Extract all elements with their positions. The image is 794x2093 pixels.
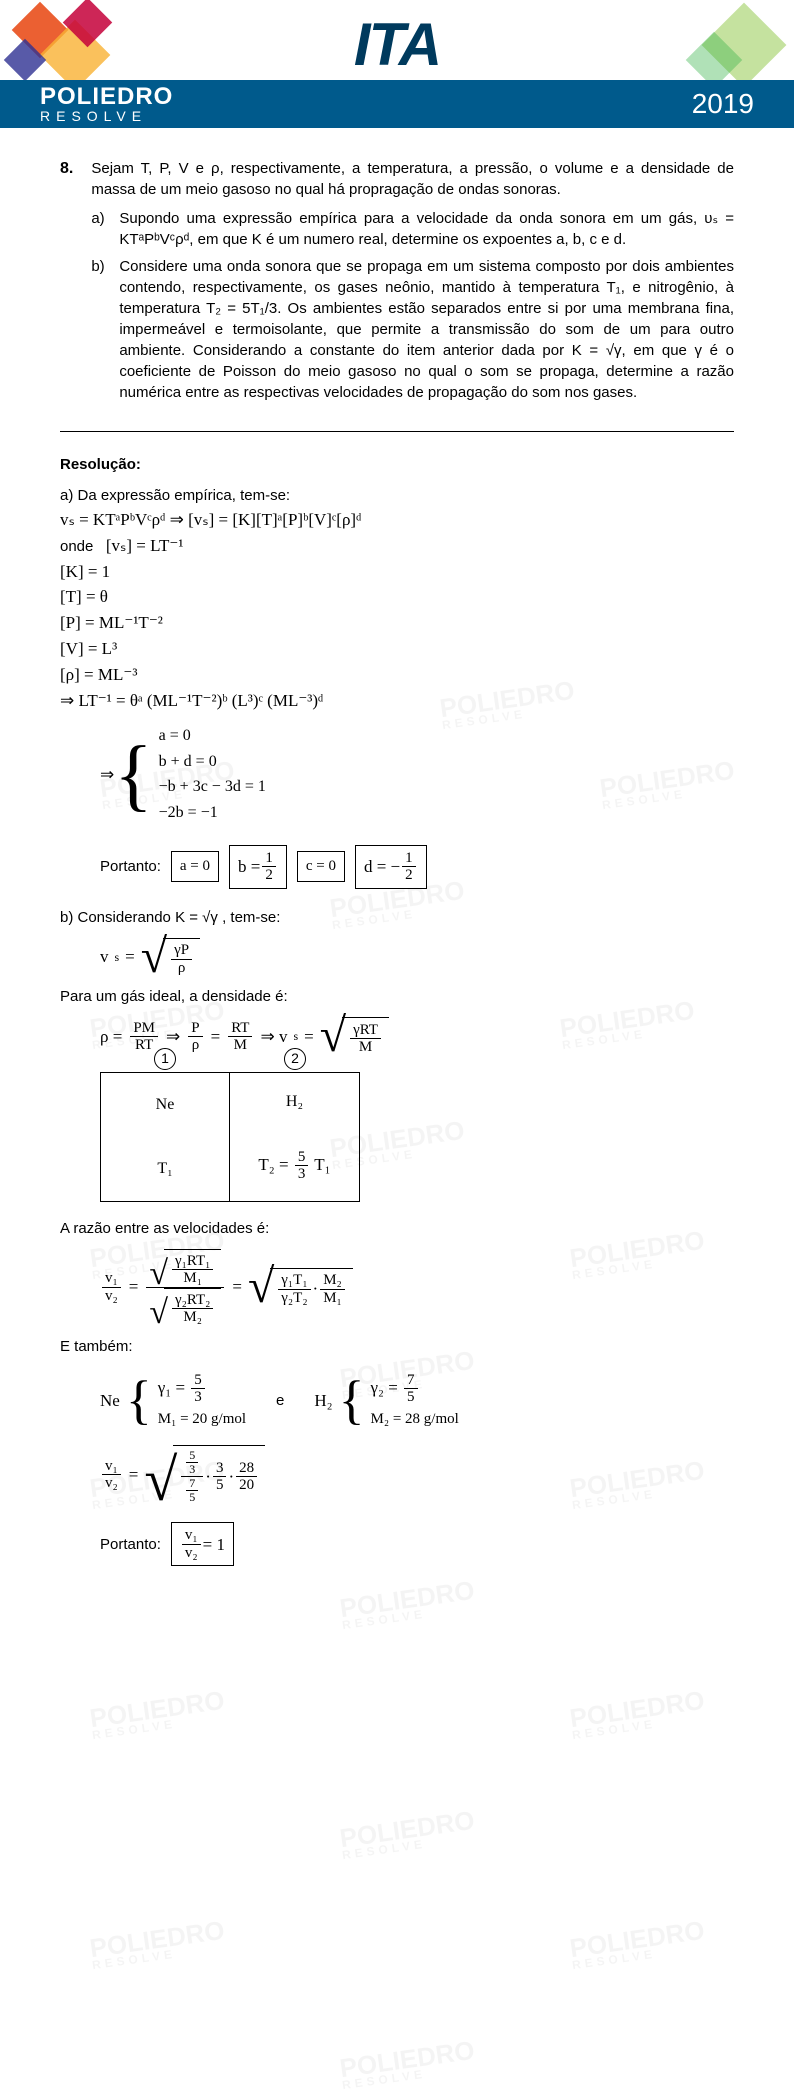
watermark: POLIEDRORESOLVE [338,1579,477,1632]
density-eq: ρ = PMRT ⇒ Pρ = RTM ⇒ vs = √γRTM [100,1017,734,1055]
separator [60,431,734,432]
final-answer-box: v₁v₂ = 1 [171,1522,234,1566]
gas-temp: T₂ = 53 T₁ [258,1149,330,1183]
watermark: POLIEDRORESOLVE [568,1689,707,1742]
onde-line: onde [vₛ] = LT⁻¹ [60,534,734,558]
final-answer-row: Portanto: v₁v₂ = 1 [100,1522,734,1566]
sys-eq: a = 0 [159,725,266,747]
sys-eq: b + d = 0 [159,751,266,773]
watermark: POLIEDRORESOLVE [568,1919,707,1972]
sub-label: a) [91,208,109,250]
circle-2: 2 [284,1048,306,1070]
gas-label: Ne [100,1389,120,1413]
sub-label: b) [91,256,109,403]
gas-name: Ne [156,1094,175,1116]
answer-box: c = 0 [297,851,345,882]
gamma2: γ₂ = 75 [371,1372,459,1406]
etambem: E também: [60,1336,734,1357]
sol-a-head: a) Da expressão empírica, tem-se: [60,485,734,506]
sub-text: Considere uma onda sonora que se propaga… [119,256,734,403]
answers-row: Portanto: a = 0 b = 12 c = 0 d = −12 [100,845,734,889]
vs-eq: vs = √γPρ [100,938,734,976]
sys-eq: −b + 3c − 3d = 1 [159,776,266,798]
brand-top: POLIEDRO [40,85,173,109]
portanto: Portanto: [100,856,161,877]
sys-eq: −2b = −1 [159,802,266,824]
gas-constants: Ne { γ₁ = 53 M₁ = 20 g/mol e H₂ { γ₂ = 7… [100,1369,734,1433]
and: e [276,1390,284,1411]
ratio-eq: v₁v₂ = √γ₁RT₁M₁ √γ₂RT₂M₂ = √ γ₁T₁γ₂T₂ · … [100,1249,734,1326]
cell-2: H₂ T₂ = 53 T₁ [230,1072,360,1202]
portanto: Portanto: [100,1534,161,1555]
problem-text: Sejam T, P, V e ρ, respectivamente, a te… [91,158,734,409]
problem: 8. Sejam T, P, V e ρ, respectivamente, a… [60,158,734,409]
dim: [ρ] = ML⁻³ [60,663,734,687]
sol-b-head: b) Considerando K = √γ , tem-se: [60,907,734,928]
brand: POLIEDRO RESOLVE [40,85,173,123]
gamma1: γ₁ = 53 [158,1372,246,1406]
equation-system: ⇒ { a = 0 b + d = 0 −b + 3c − 3d = 1 −2b… [100,722,734,827]
watermark: POLIEDRORESOLVE [338,1809,477,1862]
gas-label: H₂ [314,1389,332,1413]
implication: ⇒ LT⁻¹ = θᵃ (ML⁻¹T⁻²)ᵇ (L³)ᶜ (ML⁻³)ᵈ [60,689,734,713]
watermark: POLIEDRORESOLVE [88,1919,227,1972]
dim: [P] = ML⁻¹T⁻² [60,611,734,635]
watermark: POLIEDRORESOLVE [338,2039,477,2092]
dim: [T] = θ [60,585,734,609]
two-env-table: 1 Ne T₁ 2 H₂ T₂ = 53 T₁ [100,1072,734,1202]
year: 2019 [692,88,754,120]
dim: [K] = 1 [60,560,734,584]
exam-title: ITA [354,10,440,79]
problem-number: 8. [60,158,73,409]
gas-name: H₂ [286,1091,303,1113]
problem-intro: Sejam T, P, V e ρ, respectivamente, a te… [91,160,734,198]
ideal-gas-text: Para um gás ideal, a densidade é: [60,986,734,1007]
subitem-b: b) Considere uma onda sonora que se prop… [91,256,734,403]
ratio-text: A razão entre as velocidades é: [60,1218,734,1239]
sub-text: Supondo uma expressão empírica para a ve… [119,208,734,250]
final-calc: v₁v₂ = √ 53 75 · 35 · 2820 [100,1445,734,1505]
dim: [vₛ] = LT⁻¹ [106,536,184,555]
dim: [V] = L³ [60,637,734,661]
m2: M₂ = 28 g/mol [371,1409,459,1430]
blue-bar: POLIEDRO RESOLVE 2019 [0,80,794,128]
answer-box: a = 0 [171,851,219,882]
eq: vₛ = KTᵃPᵇVᶜρᵈ ⇒ [vₛ] = [K][T]ᵃ[P]ᵇ[V]ᶜ[… [60,508,734,532]
gas-temp: T₁ [157,1158,172,1180]
brand-bot: RESOLVE [40,109,173,123]
solution-title: Resolução: [60,454,734,475]
cell-1: Ne T₁ [100,1072,230,1202]
m1: M₁ = 20 g/mol [158,1409,246,1430]
subitem-a: a) Supondo uma expressão empírica para a… [91,208,734,250]
solution-a: a) Da expressão empírica, tem-se: vₛ = K… [60,485,734,889]
answer-box: d = −12 [355,845,427,889]
header-decor: ITA [0,0,794,80]
answer-box: b = 12 [229,845,287,889]
solution-b: b) Considerando K = √γ , tem-se: vs = √γ… [60,907,734,1567]
circle-1: 1 [154,1048,176,1070]
watermark: POLIEDRORESOLVE [88,1689,227,1742]
content: POLIEDRORESOLVEPOLIEDRORESOLVEPOLIEDRORE… [0,128,794,1624]
onde: onde [60,538,93,555]
